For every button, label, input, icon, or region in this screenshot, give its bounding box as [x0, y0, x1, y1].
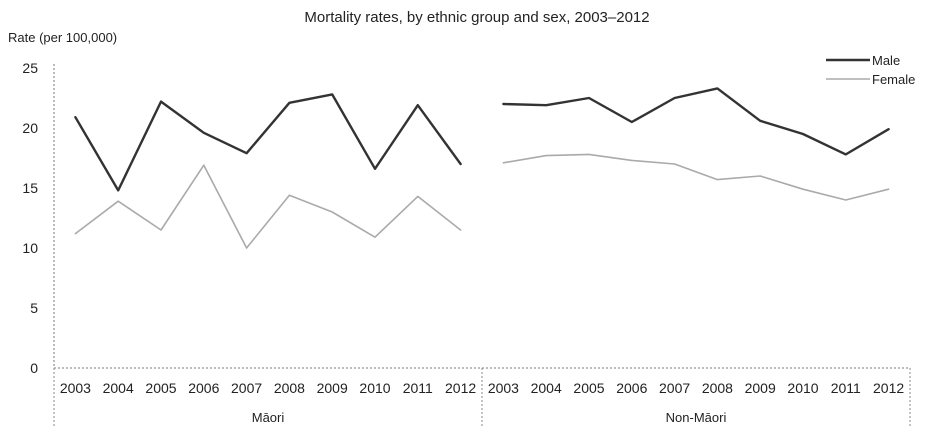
- legend: Male Female: [826, 53, 915, 87]
- x-tick-label: 2005: [573, 380, 604, 396]
- y-tick-label: 10: [22, 240, 38, 256]
- y-tick-labels: 0 5 10 15 20 25: [22, 60, 38, 376]
- y-tick-label: 5: [30, 300, 38, 316]
- x-tick-label: 2007: [659, 380, 690, 396]
- x-tick-label: 2009: [745, 380, 776, 396]
- x-tick-label: 2009: [317, 380, 348, 396]
- y-tick-label: 15: [22, 180, 38, 196]
- x-tick-label: 2006: [616, 380, 647, 396]
- series-line-female-1: [502, 153, 890, 201]
- x-tick-label: 2006: [188, 380, 219, 396]
- x-tick-label: 2005: [145, 380, 176, 396]
- x-tick-label: 2003: [60, 380, 91, 396]
- x-tick-label: 2003: [488, 380, 519, 396]
- legend-label-male: Male: [872, 53, 900, 68]
- y-tick-label: 25: [22, 60, 38, 76]
- x-tick-label: 2008: [702, 380, 733, 396]
- x-tick-labels: 2003 2004 2005 2006 2007 2008 2009 2010 2011 2012…: [60, 380, 905, 396]
- x-tick-label: 2012: [873, 380, 904, 396]
- group-labels: Māori Non-Māori: [252, 410, 727, 425]
- x-tick-label: 2010: [359, 380, 390, 396]
- x-tick-label: 2008: [274, 380, 305, 396]
- series-line-female-0: [74, 164, 462, 249]
- chart-title: Mortality rates, by ethnic group and sex…: [304, 9, 649, 26]
- series-lines: [74, 87, 890, 249]
- y-tick-label: 0: [30, 360, 38, 376]
- x-tick-label: 2010: [787, 380, 818, 396]
- x-tick-label: 2004: [103, 380, 134, 396]
- group-label: Māori: [252, 410, 285, 425]
- x-tick-label: 2011: [831, 380, 861, 396]
- x-tick-label: 2004: [531, 380, 562, 396]
- y-tick-label: 20: [22, 120, 38, 136]
- y-axis-label: Rate (per 100,000): [8, 30, 117, 45]
- x-tick-label: 2012: [445, 380, 476, 396]
- x-tick-label: 2011: [403, 380, 433, 396]
- series-line-male-0: [74, 93, 462, 192]
- group-label: Non-Māori: [666, 410, 727, 425]
- series-line-male-1: [502, 87, 890, 156]
- axes: [53, 64, 911, 428]
- x-tick-label: 2007: [231, 380, 262, 396]
- legend-label-female: Female: [872, 72, 915, 87]
